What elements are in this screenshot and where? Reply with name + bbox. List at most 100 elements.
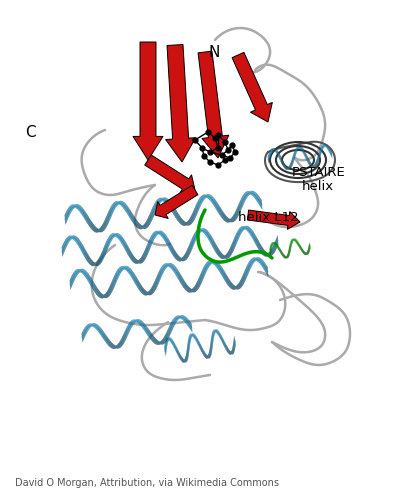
Polygon shape — [155, 186, 198, 218]
Polygon shape — [202, 195, 203, 202]
Polygon shape — [210, 234, 211, 244]
Polygon shape — [243, 274, 244, 284]
Polygon shape — [209, 352, 210, 358]
Polygon shape — [105, 244, 106, 254]
Polygon shape — [86, 272, 87, 280]
Polygon shape — [103, 224, 104, 231]
Polygon shape — [171, 322, 172, 330]
Polygon shape — [202, 346, 203, 354]
Polygon shape — [119, 268, 120, 275]
Polygon shape — [178, 316, 179, 320]
Polygon shape — [78, 204, 79, 211]
Polygon shape — [278, 152, 279, 158]
Polygon shape — [72, 236, 73, 240]
Polygon shape — [288, 252, 289, 257]
Polygon shape — [178, 214, 179, 223]
Polygon shape — [273, 242, 274, 244]
Polygon shape — [117, 270, 118, 280]
Polygon shape — [201, 344, 202, 354]
Polygon shape — [180, 354, 181, 361]
Polygon shape — [233, 343, 235, 351]
Polygon shape — [231, 244, 232, 254]
Polygon shape — [193, 334, 194, 338]
Polygon shape — [185, 358, 186, 362]
Polygon shape — [91, 324, 92, 327]
Polygon shape — [188, 319, 189, 328]
Polygon shape — [188, 220, 189, 226]
Polygon shape — [290, 244, 291, 250]
Polygon shape — [129, 324, 130, 332]
Polygon shape — [282, 252, 284, 258]
Polygon shape — [210, 234, 211, 244]
Polygon shape — [210, 260, 211, 265]
Polygon shape — [178, 212, 179, 222]
Polygon shape — [302, 148, 303, 153]
Polygon shape — [294, 238, 295, 242]
Polygon shape — [147, 219, 148, 227]
Polygon shape — [104, 332, 105, 342]
Polygon shape — [185, 222, 186, 226]
Polygon shape — [74, 271, 75, 280]
Polygon shape — [214, 260, 215, 266]
Polygon shape — [148, 328, 149, 338]
Polygon shape — [266, 252, 267, 256]
Polygon shape — [188, 342, 189, 351]
Polygon shape — [132, 320, 133, 326]
Polygon shape — [278, 152, 279, 158]
Polygon shape — [194, 334, 196, 340]
Polygon shape — [103, 331, 104, 340]
Polygon shape — [98, 325, 99, 332]
Polygon shape — [149, 240, 150, 250]
Polygon shape — [183, 256, 184, 261]
Polygon shape — [182, 357, 183, 362]
Polygon shape — [209, 350, 210, 357]
Polygon shape — [159, 198, 160, 204]
Polygon shape — [107, 214, 108, 224]
Polygon shape — [257, 257, 258, 262]
Polygon shape — [290, 164, 291, 168]
Polygon shape — [75, 270, 76, 278]
Polygon shape — [249, 191, 250, 195]
Polygon shape — [284, 255, 285, 258]
Polygon shape — [172, 340, 174, 347]
Polygon shape — [153, 284, 154, 293]
Polygon shape — [299, 243, 300, 249]
Polygon shape — [329, 146, 330, 152]
Polygon shape — [316, 161, 317, 166]
Polygon shape — [104, 246, 105, 256]
Polygon shape — [187, 349, 188, 358]
Polygon shape — [195, 232, 196, 241]
Polygon shape — [236, 210, 237, 219]
Polygon shape — [143, 225, 144, 229]
Polygon shape — [296, 240, 298, 245]
Polygon shape — [203, 268, 204, 278]
Polygon shape — [154, 232, 155, 238]
Polygon shape — [211, 195, 212, 203]
Polygon shape — [81, 206, 82, 214]
Polygon shape — [290, 164, 291, 169]
Polygon shape — [124, 240, 125, 250]
Polygon shape — [112, 234, 113, 239]
Polygon shape — [98, 325, 99, 332]
Polygon shape — [272, 242, 273, 246]
Polygon shape — [218, 330, 220, 338]
Polygon shape — [209, 232, 210, 242]
Polygon shape — [176, 344, 177, 354]
Polygon shape — [307, 252, 308, 254]
Polygon shape — [190, 334, 191, 340]
Polygon shape — [305, 151, 306, 158]
Polygon shape — [129, 324, 130, 332]
Polygon shape — [166, 340, 167, 347]
Polygon shape — [191, 322, 192, 332]
Polygon shape — [305, 252, 306, 255]
Polygon shape — [282, 252, 283, 257]
Polygon shape — [130, 268, 131, 276]
Polygon shape — [265, 262, 266, 272]
Polygon shape — [215, 243, 216, 253]
Polygon shape — [283, 253, 284, 258]
Polygon shape — [213, 330, 214, 336]
Polygon shape — [326, 144, 327, 148]
Polygon shape — [127, 326, 128, 336]
Polygon shape — [142, 322, 143, 329]
Polygon shape — [328, 146, 329, 152]
